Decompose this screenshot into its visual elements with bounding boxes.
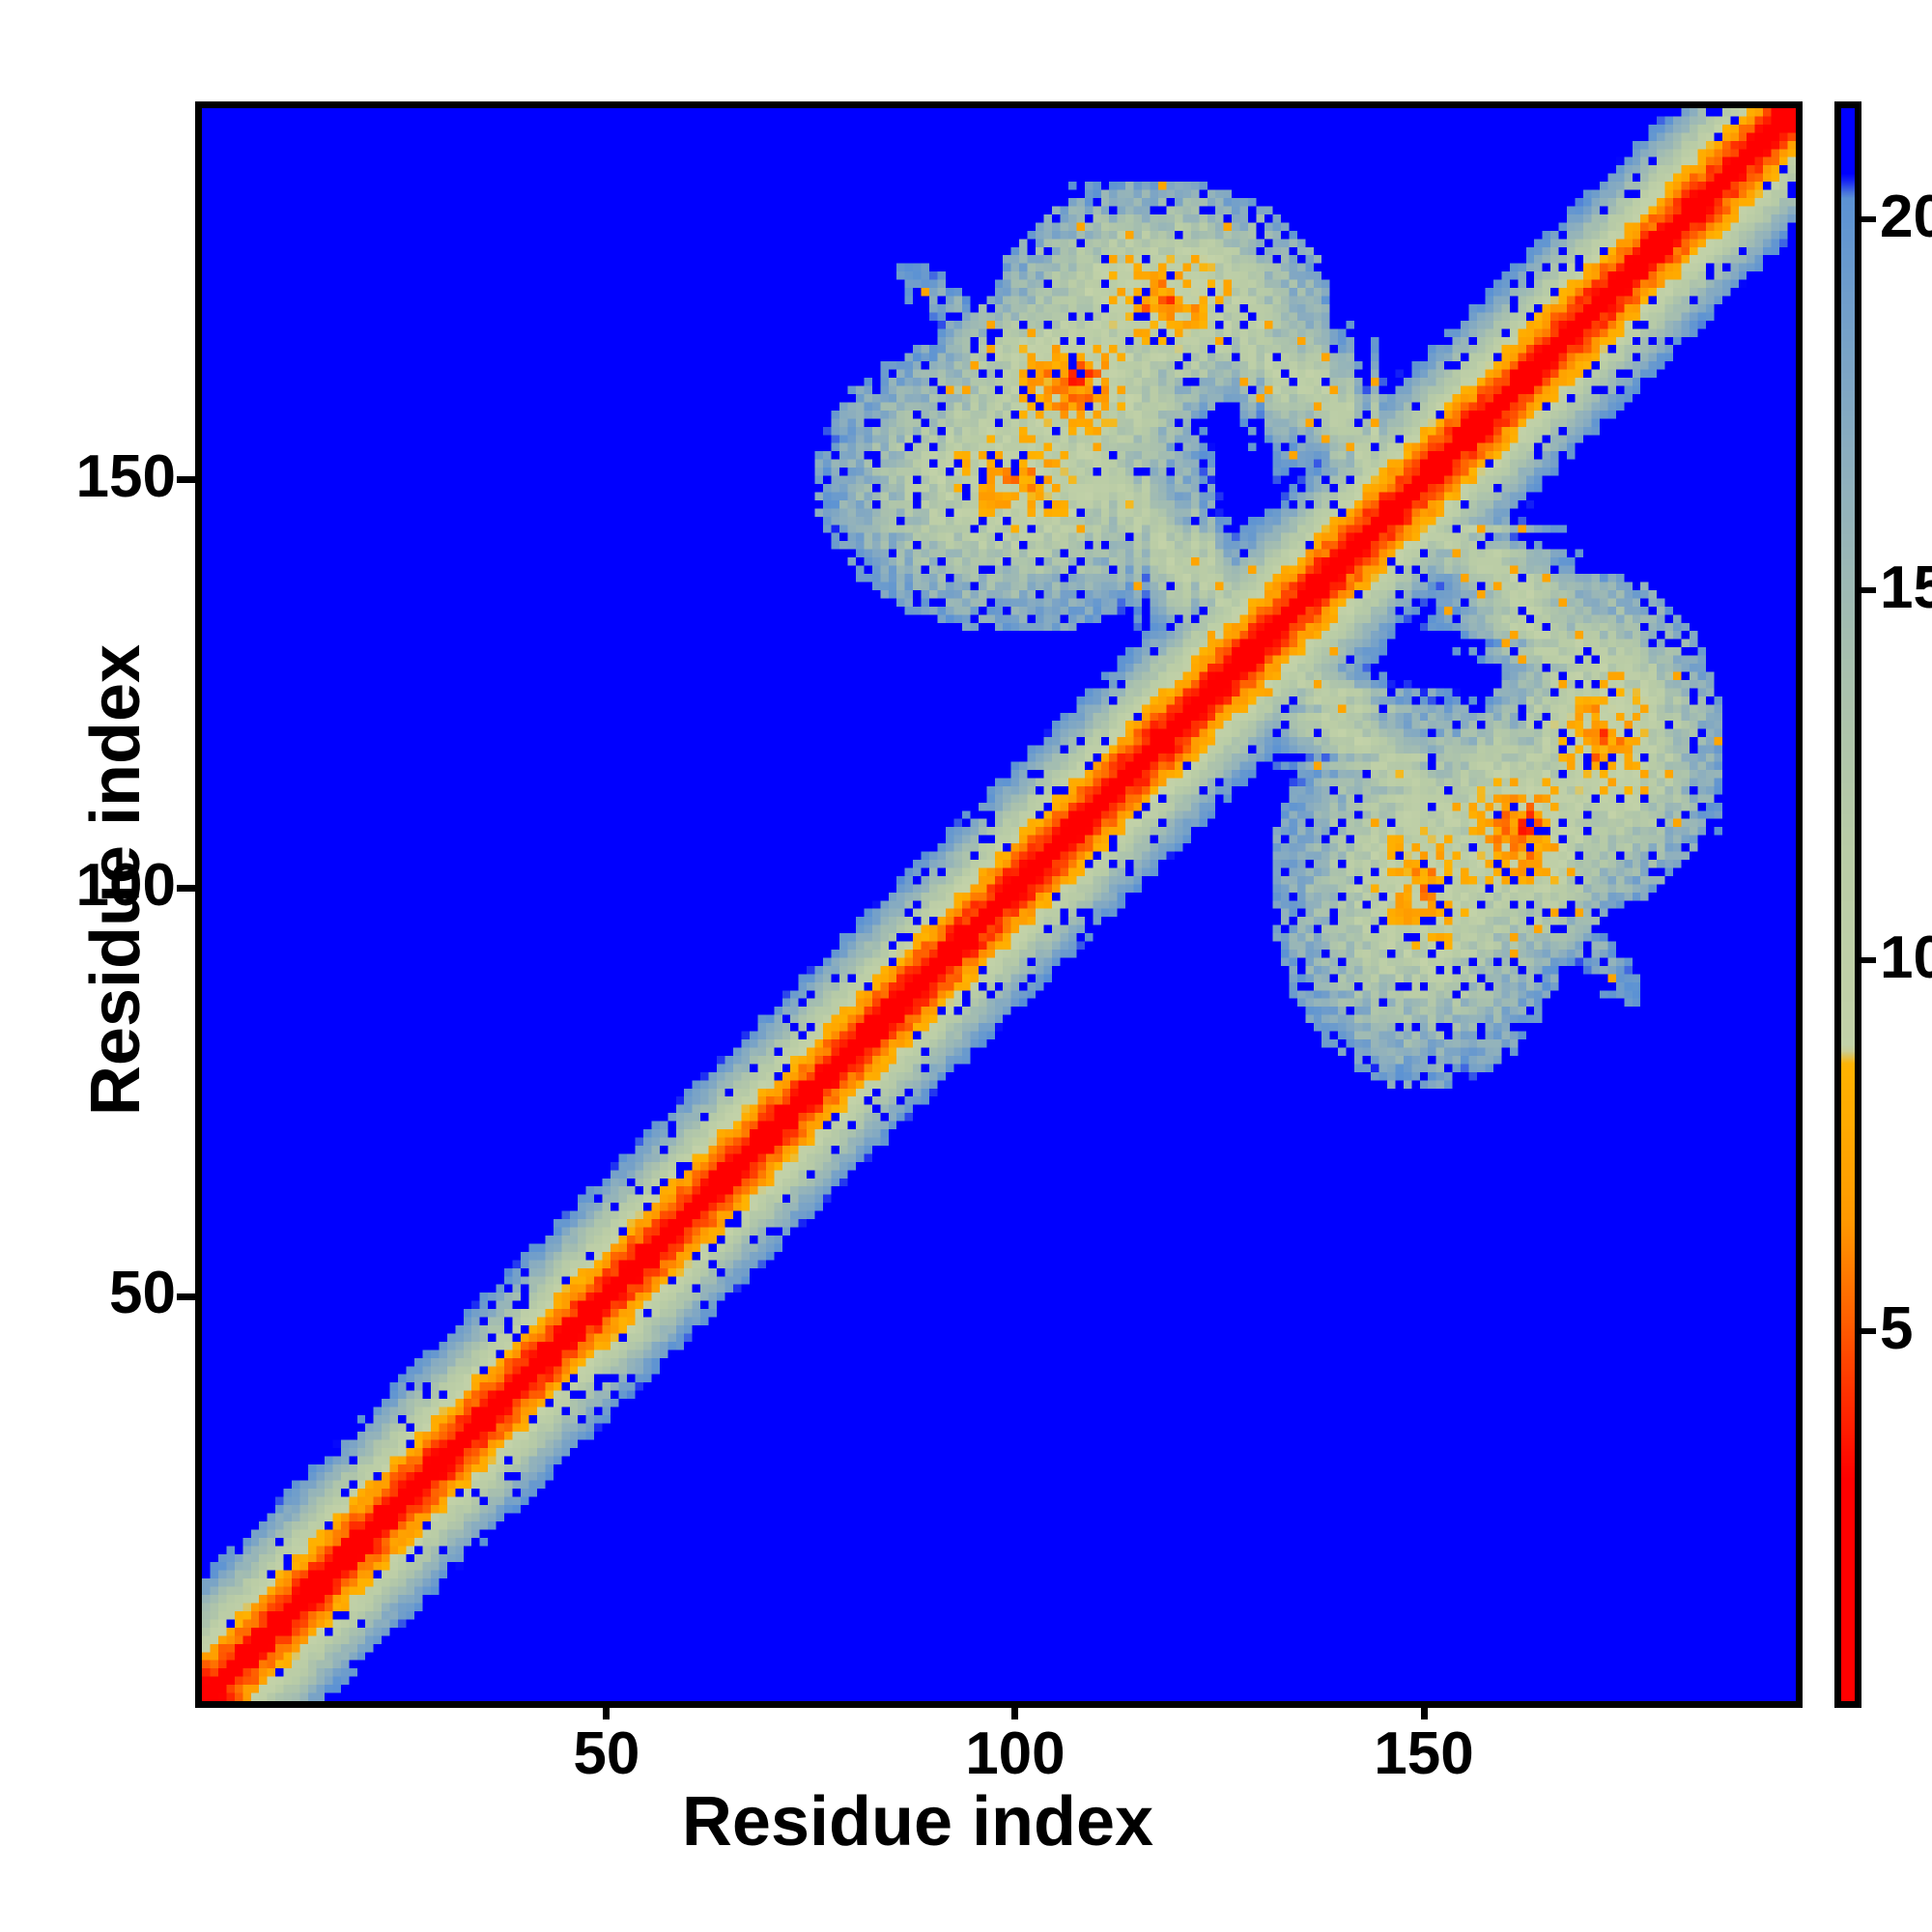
y-tick-100 (177, 885, 195, 893)
contact-map-canvas (202, 108, 1796, 1701)
y-tick-label-150: 150 (75, 442, 176, 510)
colorbar-label-20: 20 (1880, 184, 1932, 251)
x-tick-100 (1011, 1701, 1019, 1719)
colorbar-label-15: 15 (1880, 554, 1932, 621)
y-axis-title: Residue index (77, 643, 155, 1117)
y-tick-150 (177, 476, 195, 484)
x-tick-150 (1420, 1701, 1428, 1719)
y-tick-50 (177, 1293, 195, 1300)
y-tick-label-50: 50 (109, 1260, 176, 1327)
x-axis-title: Residue index (681, 1783, 1154, 1861)
colorbar-gradient (1841, 108, 1855, 1701)
y-tick-label-100: 100 (75, 851, 176, 919)
x-tick-label-100: 100 (965, 1720, 1065, 1787)
colorbar-label-5: 5 (1880, 1294, 1914, 1362)
x-tick-label-50: 50 (573, 1720, 640, 1787)
colorbar-tick-10 (1861, 957, 1876, 964)
colorbar-label-10: 10 (1880, 924, 1932, 992)
colorbar-tick-15 (1861, 586, 1876, 593)
colorbar (1834, 101, 1861, 1708)
x-tick-label-150: 150 (1374, 1720, 1474, 1787)
y-axis-title-wrapper: Residue index (0, 644, 889, 1116)
heatmap-plot-area (195, 101, 1803, 1708)
colorbar-tick-20 (1861, 216, 1876, 223)
x-tick-50 (603, 1701, 611, 1719)
colorbar-tick-5 (1861, 1327, 1876, 1334)
